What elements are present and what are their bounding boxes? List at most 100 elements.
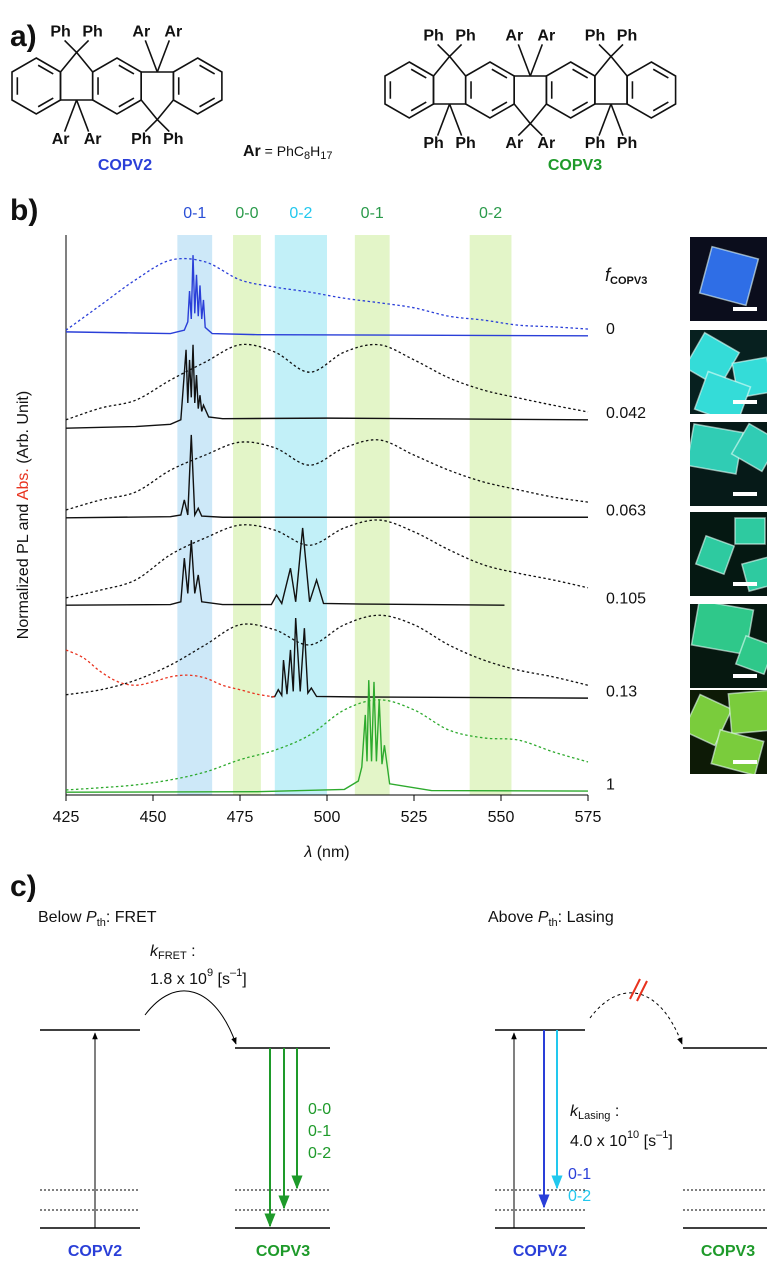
bond — [652, 68, 669, 79]
bond — [449, 43, 463, 57]
substituent: Ph — [82, 24, 102, 41]
crystal — [693, 370, 752, 414]
crystal — [730, 422, 767, 473]
molecule-name: COPV2 — [68, 1243, 122, 1260]
x-tick-label: 550 — [488, 809, 515, 826]
x-axis-symbol: λ — [303, 844, 312, 861]
rate-colon: : — [610, 1103, 619, 1120]
rate-k: k — [150, 943, 159, 960]
transition-label: 0-2 — [568, 1188, 591, 1205]
bond — [144, 40, 159, 73]
pl-curve — [65, 680, 589, 793]
bond — [37, 64, 54, 75]
x-tick-label: 500 — [314, 809, 341, 826]
rate-mantissa: 4.0 x 10 — [570, 1133, 627, 1150]
bond — [37, 97, 54, 108]
substituent: Ph — [163, 131, 183, 148]
substituent: Ar — [537, 28, 555, 45]
legend-sub: COPV3 — [610, 275, 647, 287]
substituent: Ph — [617, 135, 637, 152]
band-label: 0-0 — [235, 205, 258, 222]
substituent: Ph — [617, 28, 637, 45]
band-label: 0-2 — [289, 205, 312, 222]
transition-label: 0-1 — [308, 1123, 331, 1140]
vibronic-band — [469, 235, 512, 795]
condition-title: Below Pth: FRET — [38, 909, 157, 929]
five-ring — [513, 75, 548, 125]
bond — [436, 103, 451, 136]
rate-unit: [s — [213, 971, 230, 988]
absorption-curve — [65, 649, 275, 698]
band-label: 0-1 — [361, 205, 384, 222]
fraction-label: 0.042 — [606, 405, 646, 422]
micrograph — [690, 330, 767, 414]
bond — [529, 123, 543, 137]
fraction-label: 0.13 — [606, 683, 637, 700]
rate-unit-exp: –1 — [230, 967, 242, 979]
fret-arrow — [144, 990, 237, 1045]
title-text: : FRET — [106, 909, 157, 926]
fraction-label: 1 — [606, 776, 615, 793]
rate-unit-exp: –1 — [656, 1129, 668, 1141]
molecule-name: COPV3 — [256, 1243, 310, 1260]
benzene-ring — [11, 57, 62, 115]
micrograph-content — [690, 604, 767, 688]
micrograph-content — [690, 237, 767, 321]
five-ring — [432, 55, 467, 105]
vibronic-band — [354, 235, 390, 795]
bond — [491, 68, 508, 79]
transition-label: 0-2 — [308, 1145, 331, 1162]
substituent: Ph — [423, 28, 443, 45]
benzene-ring — [384, 61, 435, 119]
molecule-name: COPV2 — [513, 1243, 567, 1260]
title-sub: th — [97, 917, 106, 929]
bond — [529, 44, 544, 77]
break-mark — [629, 978, 641, 1000]
fraction-label: 0.105 — [606, 590, 646, 607]
substituent: Ar — [505, 135, 523, 152]
micrograph — [690, 422, 767, 506]
scale-bar — [733, 492, 757, 496]
ar-h: H — [310, 143, 320, 159]
ar-sub: 17 — [320, 150, 332, 162]
scale-bar — [733, 760, 757, 764]
bond — [437, 43, 451, 57]
ar-text: = PhC — [261, 143, 304, 159]
rate-sub: Lasing — [578, 1110, 610, 1122]
title-p: P — [86, 909, 97, 926]
micrograph-content — [690, 690, 767, 774]
substituent: Ph — [585, 135, 605, 152]
pl-curve — [65, 434, 588, 519]
y-axis-text: (Arb. Unit) — [15, 391, 32, 468]
bond — [75, 99, 90, 132]
x-axis-unit: (nm) — [312, 844, 349, 861]
pl-curve — [65, 527, 505, 606]
rate-name: kFRET : — [150, 943, 196, 962]
scale-bar — [733, 400, 757, 404]
y-axis-text: Normalized PL and — [15, 500, 32, 639]
bond — [156, 119, 170, 133]
rate-exp: 10 — [627, 1129, 639, 1141]
substituent: Ph — [50, 24, 70, 41]
substituent: Ph — [455, 28, 475, 45]
panel-label: a) — [10, 20, 37, 53]
photos — [690, 237, 767, 774]
panel-label: c) — [10, 870, 37, 903]
substituent: Ar — [537, 135, 555, 152]
ar-definition: Ar = PhC8H17 — [243, 143, 332, 162]
bond — [199, 64, 216, 75]
pl-curve — [271, 617, 589, 699]
absorption-curve — [65, 343, 589, 421]
absorption-curve — [65, 257, 589, 331]
legend-symbol: f — [605, 265, 612, 285]
micrograph-content — [690, 422, 767, 506]
title-p: P — [538, 909, 549, 926]
fraction-label: 0 — [606, 321, 615, 338]
bond — [598, 43, 612, 57]
legend-title: fCOPV3 — [605, 265, 647, 287]
bond — [63, 99, 78, 132]
band-label: 0-1 — [183, 205, 206, 222]
rate-unit-end: ] — [242, 971, 246, 988]
